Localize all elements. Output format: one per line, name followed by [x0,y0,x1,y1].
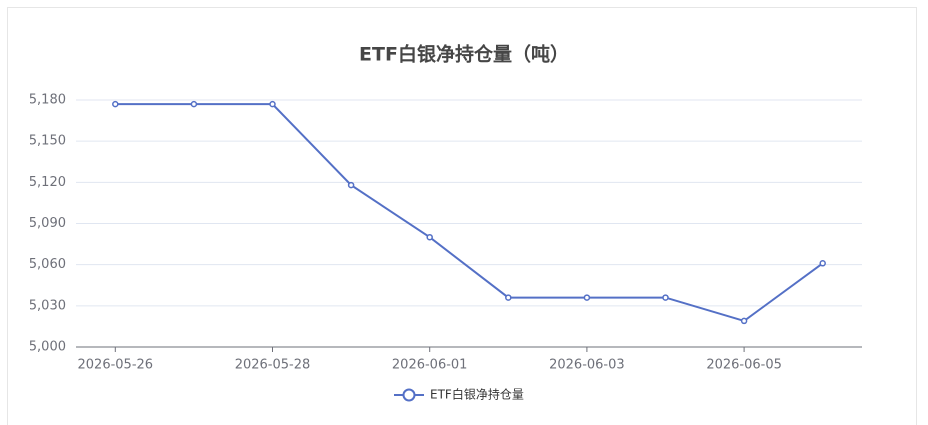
data-point [347,181,355,189]
data-point [112,100,119,108]
x-tick-label: 2026-06-05 [706,358,782,373]
series-line [115,103,824,323]
chart-title: ETF白银净持仓量（吨） [359,43,569,66]
data-point [190,100,198,108]
x-tick-label: 2026-05-26 [78,358,154,373]
y-tick-label: 15,030 [21,298,67,313]
y-tick-label: 15,150 [21,134,67,149]
data-point [740,317,748,325]
y-tick-label: 15,120 [21,175,67,190]
card [7,7,917,425]
x-tick-label: 2026-06-03 [549,358,625,373]
data-point [819,260,826,267]
y-tick-label: 15,180 [21,93,67,108]
data-point [583,294,591,301]
x-tick-label: 2026-05-28 [235,358,311,373]
legend-marker [402,388,416,402]
y-tick-label: 15,060 [21,257,67,272]
y-tick-label: 15,090 [21,216,67,231]
data-point [426,233,433,241]
y-tick-label: 15,000 [21,340,67,355]
data-point [269,100,276,108]
data-point [662,294,669,301]
data-point [505,294,512,301]
x-tick-label: 2026-06-01 [392,358,468,373]
legend-label: ETF白银净持仓量 [430,387,524,402]
